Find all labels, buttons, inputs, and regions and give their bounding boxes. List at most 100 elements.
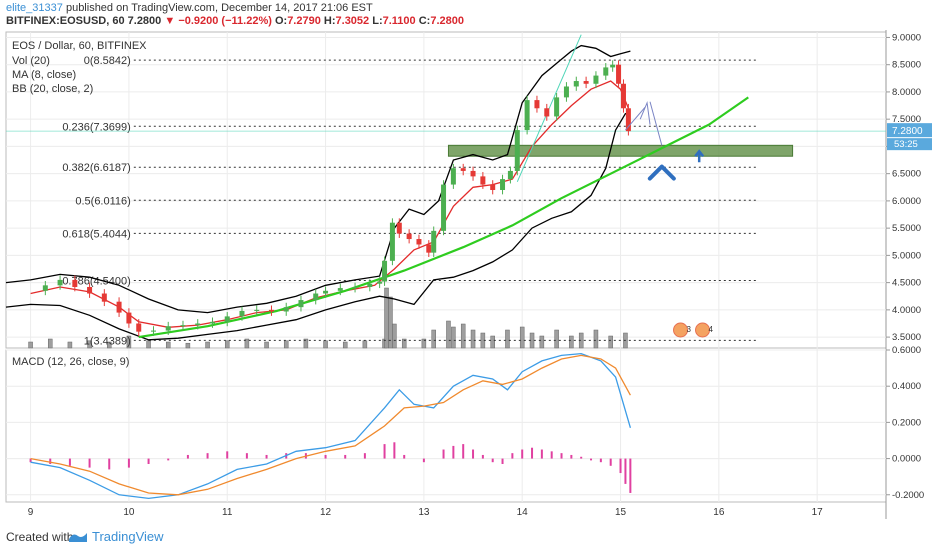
candle-body (377, 281, 383, 284)
volume-bar (388, 296, 393, 349)
fib-level-label: 0.236(7.3699) (62, 121, 131, 133)
buy-arrow-icon (647, 164, 676, 181)
fib-level-label: 0.382(6.6187) (62, 162, 131, 174)
legend-ma: MA (8, close) (12, 69, 77, 81)
legend-macd: MACD (12, 26, close, 9) (12, 356, 130, 368)
volume-bar (505, 329, 510, 349)
candle-body (323, 290, 329, 294)
volume-bar (244, 338, 250, 349)
last-price: 7.2800 (127, 15, 162, 27)
published-text: published on TradingView.com, December 1… (65, 2, 373, 14)
x-tick-label: 11 (222, 507, 233, 518)
fib-level-label: 1(3.4389) (84, 335, 131, 347)
last-price-badge-text: 7.2800 (892, 126, 923, 137)
candle-body (224, 316, 230, 322)
macd-y-tick-label: 0.2000 (892, 417, 921, 428)
candle-body (254, 309, 260, 311)
chart-canvas[interactable]: 9 10 11 12 13 14 15 16 17 3.5000 4.0000 4.5000 5.000… (0, 30, 932, 522)
legend-volume: Vol (20) (12, 55, 50, 67)
change-value: −0.9200 (−11.22%) (178, 15, 272, 27)
candle-body (389, 222, 395, 261)
y-tick-label: 7.5000 (892, 114, 921, 125)
candle-body (239, 310, 245, 317)
y-tick-label: 8.0000 (892, 87, 921, 98)
bollinger-upper-line (5, 44, 631, 314)
x-tick-label: 17 (812, 507, 824, 518)
volume-bar (146, 340, 151, 349)
x-tick-label: 10 (123, 507, 135, 518)
volume-bar (264, 341, 269, 349)
volume-bar (539, 335, 545, 349)
candle-body (116, 301, 122, 313)
macd-y-tick-label: 0.4000 (892, 381, 921, 392)
macd-y-tick-label: -0.2000 (892, 490, 924, 501)
candle-body (441, 184, 447, 231)
candle-body (367, 283, 373, 287)
high-label: H: (323, 15, 336, 27)
tradingview-brand-link[interactable]: TradingView (92, 529, 164, 544)
open-value: 7.2790 (287, 15, 321, 27)
candle-body (298, 300, 304, 308)
y-tick-label: 4.5000 (892, 278, 921, 289)
candle-body (573, 81, 579, 87)
volume-bar (451, 326, 456, 349)
candle-body (620, 83, 626, 109)
macd-line (30, 352, 632, 500)
candle-body (583, 81, 589, 84)
macd-pane-frame (5, 349, 887, 503)
publish-line: elite_31337 published on TradingView.com… (6, 1, 373, 15)
candle-body (507, 170, 513, 180)
candle-body (195, 323, 201, 326)
candle-body (337, 288, 343, 291)
volume-bar (392, 323, 397, 349)
fib-level-label: 0.5(6.0116) (75, 195, 130, 207)
volume-bar (28, 341, 33, 349)
volume-bar (608, 335, 613, 349)
trend-line (516, 34, 582, 182)
chart-header: elite_31337 published on TradingView.com… (0, 0, 932, 28)
candle-body (480, 176, 486, 185)
volume-bar (446, 320, 451, 349)
volume-bar (362, 340, 368, 349)
x-tick-label: 12 (320, 507, 332, 518)
candle-body (603, 67, 609, 76)
volume-bar (470, 329, 476, 349)
candle-body (514, 130, 520, 171)
volume-bar (303, 338, 309, 349)
author-link[interactable]: elite_31337 (6, 2, 63, 14)
countdown-badge-text: 53:25 (894, 139, 918, 150)
volume-bar (460, 323, 466, 349)
event-badge-count: 4 (709, 325, 714, 334)
projection-arrow-icon (625, 106, 646, 131)
volume-bar (67, 341, 73, 349)
volume-bar (165, 341, 171, 349)
low-label: L: (372, 15, 383, 27)
volume-bar (106, 341, 112, 349)
candle-body (150, 330, 156, 332)
volume-bar (593, 329, 599, 349)
event-badge-count: 3 (687, 325, 692, 334)
candle-body (283, 307, 289, 312)
candle-body (470, 170, 476, 177)
candle-body (426, 244, 432, 253)
footer: Created with TradingView (0, 524, 932, 550)
candle-body (450, 168, 456, 185)
support-curve-line (138, 96, 749, 339)
volume-bar (431, 329, 436, 349)
candle-body (416, 239, 422, 245)
x-tick-label: 15 (615, 507, 627, 518)
volume-bar (342, 341, 348, 349)
y-tick-label: 5.5000 (892, 223, 921, 234)
tradingview-logo-icon (69, 533, 87, 542)
x-tick-label: 13 (418, 507, 430, 518)
candle-body (352, 286, 358, 289)
y-tick-label: 9.0000 (892, 32, 921, 43)
candle-body (165, 326, 171, 331)
x-tick-label: 14 (517, 507, 529, 518)
macd-y-tick-label: 0.0000 (892, 454, 921, 465)
support-zone-rect (447, 144, 794, 157)
candle-body (593, 75, 599, 84)
candle-body (500, 179, 506, 190)
low-value: 7.1100 (382, 15, 416, 27)
volume-bar (126, 335, 132, 349)
